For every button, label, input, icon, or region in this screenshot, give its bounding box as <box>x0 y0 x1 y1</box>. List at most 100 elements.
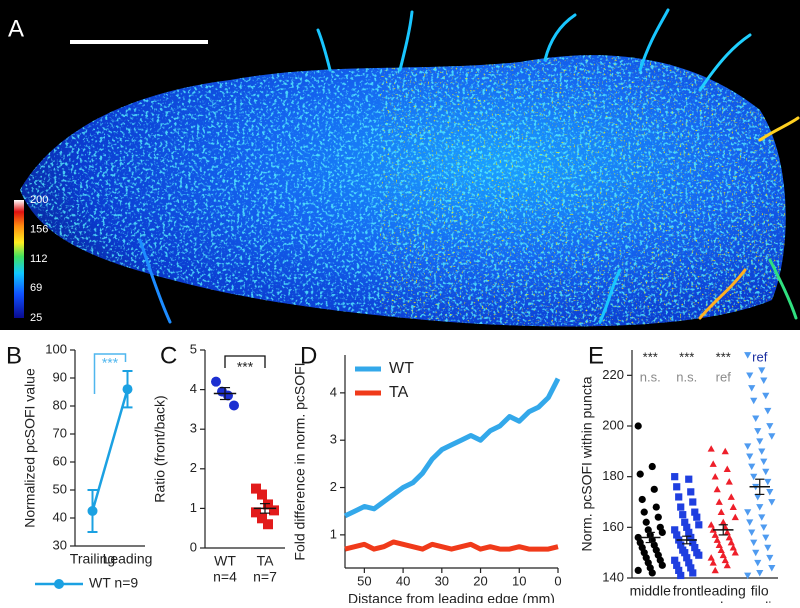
data-point <box>723 528 731 536</box>
data-point <box>689 569 697 577</box>
data-point <box>717 546 725 554</box>
y-tick-label: 200 <box>602 417 624 432</box>
legend-label: WT <box>389 360 414 377</box>
data-point <box>719 518 727 526</box>
data-point <box>691 544 699 552</box>
data-point <box>229 400 239 411</box>
data-point <box>766 554 774 562</box>
y-tick-label: 220 <box>602 367 624 382</box>
data-point <box>766 488 774 496</box>
data-point <box>723 561 731 569</box>
significance-bracket <box>93 353 127 394</box>
annotation: n.s. <box>676 369 697 384</box>
panel-label: C <box>160 342 177 369</box>
data-point <box>754 559 762 567</box>
y-tick-label: 100 <box>45 341 67 356</box>
panel-label: E <box>588 342 604 369</box>
y-tick-label: 60 <box>53 453 67 468</box>
data-point <box>693 513 701 521</box>
data-point <box>762 392 770 400</box>
legend-label: TA <box>389 384 409 401</box>
data-point <box>685 559 693 567</box>
data-point <box>685 475 693 483</box>
data-point <box>257 513 267 524</box>
data-point <box>673 561 681 569</box>
data-point <box>687 488 695 496</box>
y-tick-label: 4 <box>330 384 337 399</box>
x-tick-label: 10 <box>512 573 526 588</box>
y-tick-label: 4 <box>190 381 197 396</box>
data-point <box>711 531 719 538</box>
data-point <box>654 513 662 521</box>
annotation: *** <box>679 349 694 364</box>
data-point <box>711 566 719 574</box>
data-point <box>727 493 735 500</box>
data-point <box>251 483 261 494</box>
y-tick-label: 80 <box>53 397 67 412</box>
data-point <box>675 566 683 574</box>
x-tick-label: edge <box>708 599 739 603</box>
data-point <box>707 445 715 452</box>
colorbar-tick-label: 69 <box>30 282 42 294</box>
significance-label: *** <box>102 355 119 371</box>
data-point <box>768 433 776 440</box>
data-point <box>746 453 754 460</box>
data-point <box>766 423 774 430</box>
data-point <box>689 538 697 547</box>
x-tick-label: Trailing <box>70 551 115 567</box>
x-tick-label: 30 <box>435 573 449 588</box>
data-point <box>675 493 683 501</box>
data-point <box>251 507 261 518</box>
data-point <box>636 470 644 478</box>
data-point <box>87 506 98 516</box>
data-point <box>707 521 715 528</box>
y-tick-label: 40 <box>53 509 67 524</box>
legend-swatch <box>54 579 64 589</box>
data-point <box>715 541 723 548</box>
data-point <box>717 508 725 516</box>
data-point <box>762 468 770 476</box>
data-point <box>713 536 721 543</box>
data-point <box>211 376 221 387</box>
data-point <box>725 478 733 485</box>
data-point <box>711 473 719 480</box>
data-point <box>679 511 687 519</box>
colorbar-tick-label: 200 <box>30 194 48 206</box>
data-point <box>721 447 729 455</box>
data-point <box>713 485 721 493</box>
data-point <box>721 556 729 564</box>
data-point <box>687 533 695 542</box>
y-tick-label: 5 <box>190 341 197 356</box>
data-point <box>671 473 679 481</box>
x-tick-label: filo <box>751 583 769 599</box>
data-point <box>642 518 650 526</box>
data-point <box>744 352 752 359</box>
data-point <box>634 422 642 430</box>
data-point <box>760 458 768 466</box>
colorbar-tick-label: 25 <box>30 312 42 324</box>
y-tick-label: 2 <box>330 479 337 494</box>
data-point <box>758 448 766 455</box>
annotation: *** <box>643 349 658 364</box>
data-point <box>762 534 770 542</box>
colorbar-tick-label: 156 <box>30 224 48 236</box>
y-tick-label: 0 <box>190 539 197 554</box>
significance-label: *** <box>237 359 254 375</box>
data-point <box>695 551 703 559</box>
x-tick-label: 50 <box>357 573 371 588</box>
y-axis-label: Normalized pcSOFI value <box>22 368 38 528</box>
data-point <box>658 561 666 569</box>
significance-bracket <box>224 355 266 368</box>
panel-label: A <box>8 15 24 42</box>
x-tick-label: -podia <box>740 599 779 603</box>
panel-label: B <box>6 342 22 369</box>
data-point <box>760 524 768 531</box>
data-point <box>677 541 685 549</box>
y-tick-label: 140 <box>602 569 624 584</box>
y-tick-label: 50 <box>53 481 67 496</box>
colorbar <box>14 200 24 318</box>
y-tick-label: 1 <box>330 526 337 541</box>
data-point <box>685 528 693 536</box>
y-tick-label: 70 <box>53 425 67 440</box>
data-point <box>638 495 646 504</box>
